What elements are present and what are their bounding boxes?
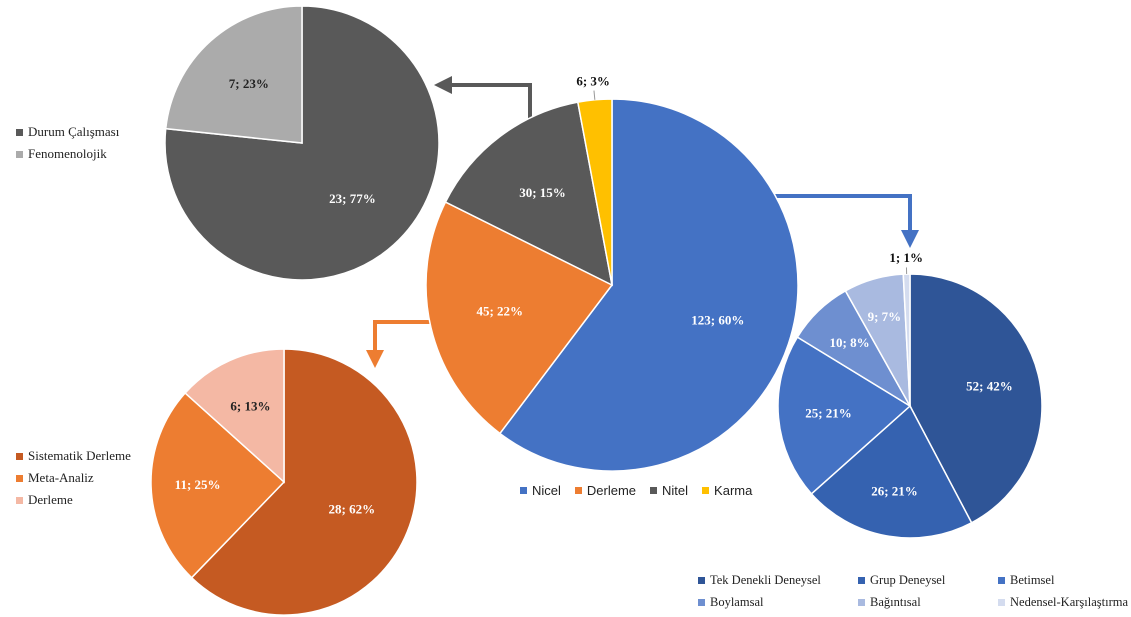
data-label: 28; 62% [329, 501, 376, 516]
pie-main: 123; 60% 45; 22% 30; 15% 6; 3% [425, 73, 799, 472]
legend-label: Durum Çalışması [28, 124, 120, 139]
legend-swatch [16, 150, 23, 158]
legend-swatch [16, 452, 23, 460]
legend-item: Fenomenolojik [16, 143, 119, 165]
legend-item: Nicel [520, 479, 561, 501]
legend-swatch [702, 486, 710, 494]
pie-nicel: 52; 42% 26; 21% 25; 21% 10; 8% 9; 7% 1; 1% [777, 250, 1043, 539]
legend-label: Tek Denekli Deneysel [710, 572, 821, 587]
legend-item: Tek Denekli Deneysel [698, 570, 858, 590]
legend-item: Betimsel [998, 570, 1131, 590]
legend-swatch [16, 128, 23, 136]
pie-slice [425, 201, 614, 435]
pie-slice [909, 273, 1043, 524]
legend-swatch [698, 598, 705, 606]
leader-line [593, 90, 596, 100]
data-label: 11; 25% [175, 477, 221, 492]
legend-nitel: Durum Çalışması Fenomenolojik [16, 121, 119, 165]
data-label: 25; 21% [805, 405, 852, 420]
arrow-nicel [770, 194, 919, 248]
data-label: 123; 60% [691, 312, 744, 327]
arrow-nitel [434, 76, 532, 125]
pie-slice [190, 348, 418, 616]
legend-derleme: Sistematik Derleme Meta-Analiz Derleme [16, 445, 131, 511]
legend-label: Derleme [586, 482, 637, 498]
legend-item: Sistematik Derleme [16, 445, 131, 467]
legend-label: Grup Deneysel [870, 572, 946, 587]
arrow-derleme [366, 320, 432, 368]
legend-item: Nitel [650, 479, 688, 501]
legend-item: Bağıntısal [858, 592, 998, 612]
pie-slice [150, 391, 286, 579]
legend-label: Betimsel [1010, 572, 1055, 587]
legend-label: Nicel [532, 482, 561, 498]
legend-swatch [650, 486, 658, 494]
legend-label: Nedensel-Karşılaştırma [1010, 594, 1129, 609]
legend-item: Derleme [574, 479, 637, 501]
legend-label: Karma [714, 482, 753, 498]
legend-item: Nedensel-Karşılaştırma [998, 592, 1131, 612]
legend-main: Nicel Derleme Nitel Karma [520, 479, 766, 501]
legend-label: Boylamsal [710, 594, 764, 609]
pie-slice [184, 348, 285, 484]
legend-label: Nitel [662, 482, 689, 498]
pie-nitel: 23; 77% 7; 23% [164, 5, 440, 281]
pie-slice [498, 98, 799, 472]
data-label: 45; 22% [476, 303, 523, 318]
pie-slice [810, 404, 973, 539]
legend-label: Sistematik Derleme [28, 448, 131, 463]
legend-swatch [858, 576, 865, 584]
data-label: 1; 1% [889, 250, 923, 265]
data-label: 9; 7% [868, 309, 902, 324]
legend-swatch [16, 474, 23, 482]
legend-swatch [998, 598, 1005, 606]
data-label: 6; 3% [576, 73, 610, 88]
legend-swatch [858, 598, 865, 606]
legend-nicel: Tek Denekli Deneysel Grup Deneysel Betim… [698, 570, 1131, 612]
legend-label: Bağıntısal [870, 594, 921, 609]
legend-swatch [520, 486, 527, 494]
data-label: 26; 21% [871, 484, 918, 499]
legend-swatch [16, 496, 23, 504]
data-label: 23; 77% [329, 191, 376, 206]
legend-item: Boylamsal [698, 592, 858, 612]
legend-swatch [574, 486, 582, 494]
data-label: 6; 13% [230, 399, 270, 414]
legend-label: Fenomenolojik [28, 146, 107, 161]
legend-label: Derleme [28, 492, 73, 507]
pie-slice [164, 5, 303, 144]
legend-item: Derleme [16, 489, 131, 511]
legend-swatch [998, 576, 1005, 584]
legend-swatch [698, 576, 705, 584]
data-label: 52; 42% [966, 378, 1013, 393]
pie-slice [576, 98, 613, 286]
legend-item: Grup Deneysel [858, 570, 998, 590]
legend-item: Durum Çalışması [16, 121, 119, 143]
legend-label: Meta-Analiz [28, 470, 94, 485]
pie-slice [777, 336, 912, 495]
data-label: 10; 8% [830, 335, 870, 350]
data-label: 30; 15% [519, 185, 566, 200]
data-label: 7; 23% [229, 76, 269, 91]
legend-item: Karma [702, 479, 752, 501]
pie-derleme: 28; 62% 11; 25% 6; 13% [150, 348, 418, 616]
pie-slice [444, 101, 614, 287]
legend-item: Meta-Analiz [16, 467, 131, 489]
